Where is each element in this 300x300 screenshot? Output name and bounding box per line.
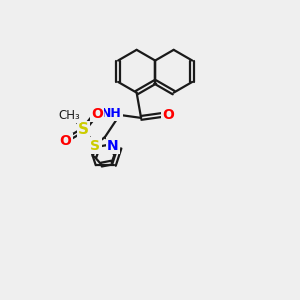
Text: S: S (78, 122, 89, 137)
Text: O: O (162, 108, 174, 122)
Text: O: O (60, 134, 71, 148)
Text: CH₃: CH₃ (58, 109, 80, 122)
Text: O: O (92, 107, 103, 121)
Text: S: S (91, 139, 100, 152)
Text: N: N (107, 139, 119, 152)
Text: NH: NH (101, 107, 122, 120)
